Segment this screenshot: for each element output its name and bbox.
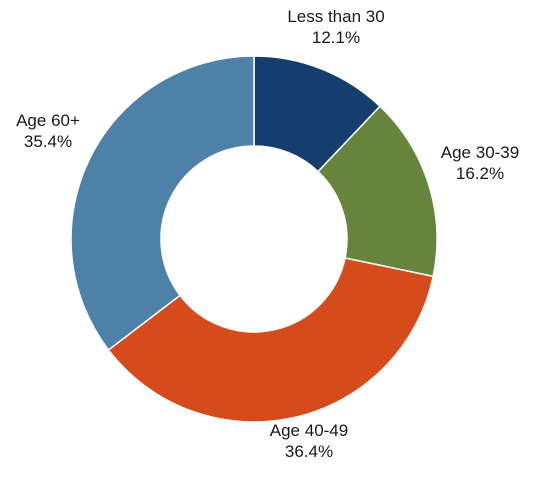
slice-label-age-60: Age 60+ 35.4%	[16, 111, 80, 151]
slice-category-label: Less than 30	[287, 7, 384, 26]
slice-label-less-than-30: Less than 30 12.1%	[287, 7, 384, 47]
slice-category-label: Age 60+	[16, 111, 80, 130]
slice-age-60	[70, 55, 255, 351]
slice-labels: Less than 30 12.1% Age 30-39 16.2% Age 40-49…	[16, 7, 519, 461]
slice-category-label: Age 40-49	[270, 421, 348, 440]
slice-category-label: Age 30-39	[441, 143, 519, 162]
slice-age-30-39	[316, 105, 438, 278]
donut-slices	[70, 55, 438, 423]
slice-value-label: 35.4%	[24, 132, 72, 151]
slice-label-age-30-39: Age 30-39 16.2%	[441, 143, 519, 183]
slice-value-label: 36.4%	[285, 442, 333, 461]
slice-age-40-49	[107, 257, 435, 423]
slice-value-label: 16.2%	[456, 164, 504, 183]
slice-label-age-40-49: Age 40-49 36.4%	[270, 421, 348, 461]
slice-value-label: 12.1%	[312, 28, 360, 47]
